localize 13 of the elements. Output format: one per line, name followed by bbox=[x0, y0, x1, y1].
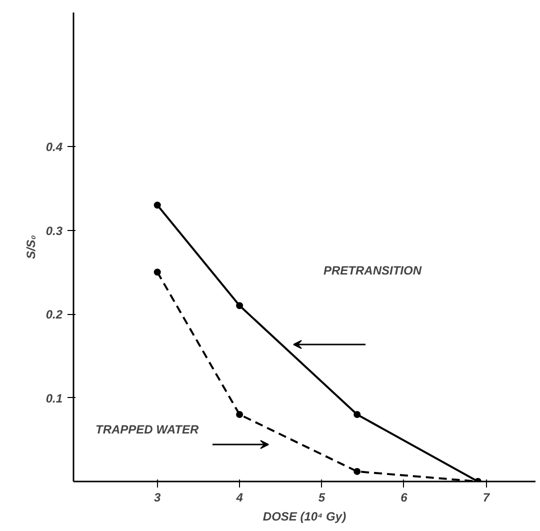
x-tick-label: 7 bbox=[482, 490, 491, 504]
y-tick-label: 0.4 bbox=[46, 140, 63, 154]
x-axis-title: DOSE (10⁴ Gy) bbox=[262, 510, 346, 524]
y-tick-label: 0.1 bbox=[46, 391, 63, 406]
y-tick-label: 0.3 bbox=[46, 224, 63, 238]
x-tick-label: 6 bbox=[400, 490, 408, 504]
y-tick-label: 0.2 bbox=[46, 308, 63, 322]
y-axis-title: S/S₀ bbox=[24, 234, 38, 260]
x-tick-label: 3 bbox=[154, 490, 162, 504]
x-tick-label: 4 bbox=[235, 490, 244, 504]
annotation: PRETRANSITION bbox=[324, 264, 422, 278]
x-tick-label: 5 bbox=[318, 490, 326, 504]
annotation: TRAPPED WATER bbox=[96, 422, 199, 436]
